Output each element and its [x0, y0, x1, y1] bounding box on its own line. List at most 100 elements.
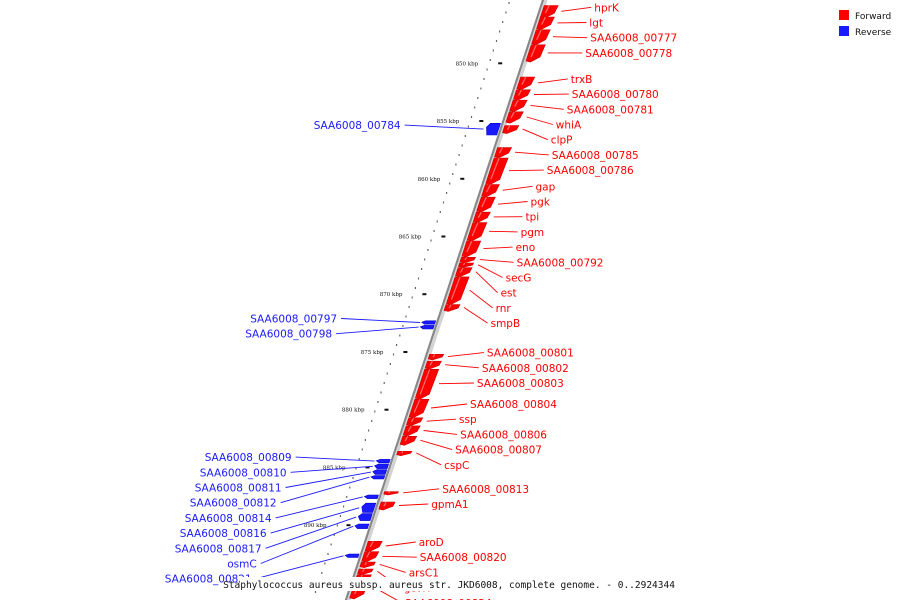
gene-feature-saa6008-00812[interactable] [370, 475, 386, 480]
gene-label-saa6008-00792[interactable]: SAA6008_00792 [517, 257, 604, 269]
gene-label-saa6008-00778[interactable]: SAA6008_00778 [585, 48, 672, 60]
gene-label-saa6008-00817[interactable]: SAA6008_00817 [175, 543, 262, 555]
gene-feature-saa6008-00807[interactable] [399, 435, 418, 446]
gene-feature-saa6008-00810[interactable] [374, 463, 390, 469]
gene-feature-arsc1[interactable] [359, 561, 376, 569]
gene-feature-trxb[interactable] [516, 76, 536, 91]
gene-label-smpb[interactable]: smpB [491, 318, 521, 330]
gene-feature-saa6008-00785[interactable] [494, 147, 513, 159]
legend-reverse-swatch [839, 26, 849, 36]
gene-label-saa6008-00821[interactable]: SAA6008_00821 [165, 574, 252, 586]
gene-highlight [448, 304, 452, 309]
gene-feature-cspc[interactable] [396, 450, 413, 457]
gene-feature-saa6008-00802[interactable] [424, 360, 442, 370]
gene-label-tpi[interactable]: tpi [526, 212, 540, 224]
gene-label-saa6008-00816[interactable]: SAA6008_00816 [180, 528, 267, 540]
gene-label-saa6008-00804[interactable]: SAA6008_00804 [470, 399, 557, 411]
gene-feature-eno[interactable] [461, 240, 482, 258]
strand-guide-dot [480, 87, 482, 90]
gene-feature-saa6008-00813[interactable] [383, 491, 399, 496]
gene-feature-ssp[interactable] [406, 417, 424, 427]
gene-label-trxb[interactable]: trxB [571, 74, 593, 86]
gene-label-saa6008-00803[interactable]: SAA6008_00803 [477, 378, 564, 390]
gene-feature-saa6008-00821[interactable] [344, 553, 360, 558]
gene-label-saa6008-00824[interactable]: SAA6008_00824 [405, 598, 492, 600]
gene-feature-saa6008-00820[interactable] [361, 551, 380, 563]
gene-label-est[interactable]: est [501, 288, 517, 300]
gene-feature-osmc[interactable] [354, 523, 370, 529]
gene-feature-arod[interactable] [364, 540, 383, 552]
gene-label-saa6008-00811[interactable]: SAA6008_00811 [195, 483, 282, 495]
gene-label-secg[interactable]: secG [506, 273, 532, 285]
gene-label-saa6008-00801[interactable]: SAA6008_00801 [487, 348, 574, 360]
gene-feature-saa6008-00814[interactable] [363, 494, 379, 499]
gene-feature-tpi[interactable] [472, 211, 491, 223]
gene-feature-saa6008-00798[interactable] [419, 325, 435, 330]
gene-feature-pgm[interactable] [466, 222, 488, 242]
gene-feature-pgk[interactable] [476, 196, 496, 213]
gene-label-hprk[interactable]: hprK [594, 2, 620, 14]
gene-feature-saa6008-00809[interactable] [375, 459, 391, 464]
gene-feature-whia[interactable] [505, 111, 524, 124]
gene-label-saa6008-00798[interactable]: SAA6008_00798 [245, 329, 332, 341]
tick-label: 855 kbp [437, 119, 460, 125]
gene-label-saa6008-00777[interactable]: SAA6008_00777 [590, 33, 677, 45]
gene-label-whia[interactable]: whiA [556, 120, 582, 132]
gene-label-saa6008-00780[interactable]: SAA6008_00780 [572, 89, 659, 101]
gene-feature-est[interactable] [455, 267, 473, 278]
gene-feature-clpp[interactable] [502, 125, 520, 134]
gene-feature-saa6008-00804[interactable] [408, 398, 430, 418]
gene-label-gap[interactable]: gap [536, 181, 556, 193]
gene-feature-saa6008-00816[interactable] [361, 502, 377, 513]
gene-feature-saa6008-00780[interactable] [513, 89, 532, 101]
gene-label-pgk[interactable]: pgk [531, 197, 551, 209]
strand-guide-dot [461, 144, 463, 147]
gene-label-saa6008-00810[interactable]: SAA6008_00810 [200, 467, 287, 479]
gene-label-saa6008-00797[interactable]: SAA6008_00797 [250, 314, 337, 326]
gene-label-ssp[interactable]: ssp [459, 414, 477, 426]
gene-feature-lgt[interactable] [536, 16, 555, 30]
gene-label-cspc[interactable]: cspC [444, 460, 469, 472]
gene-label-saa6008-00785[interactable]: SAA6008_00785 [552, 150, 639, 162]
gene-feature-saa6008-00778[interactable] [525, 44, 546, 63]
gene-label-pgm[interactable]: pgm [521, 227, 545, 239]
strand-guide-dot [339, 515, 342, 517]
gene-feature-saa6008-00792[interactable] [459, 256, 477, 264]
gene-label-clpp[interactable]: clpP [551, 135, 573, 147]
gene-label-gpma1[interactable]: gpmA1 [431, 499, 468, 511]
gene-label-saa6008-00814[interactable]: SAA6008_00814 [185, 513, 272, 525]
gene-feature-gpma1[interactable] [378, 501, 396, 511]
gene-feature-gap[interactable] [481, 184, 500, 198]
gene-feature-saa6008-00801[interactable] [427, 353, 445, 361]
gene-label-saa6008-00806[interactable]: SAA6008_00806 [460, 429, 547, 441]
gene-feature-gcvh[interactable] [357, 568, 374, 576]
gene-label-saa6008-00786[interactable]: SAA6008_00786 [547, 165, 634, 177]
gene-label-saa6008-00784[interactable]: SAA6008_00784 [314, 120, 401, 132]
gene-label-saa6008-00781[interactable]: SAA6008_00781 [567, 104, 654, 116]
gene-label-arsc1[interactable]: arsC1 [409, 567, 439, 579]
gene-label-rnr[interactable]: rnr [496, 303, 512, 315]
gene-feature-saa6008-00797[interactable] [421, 320, 437, 325]
gene-feature-saa6008-00784[interactable] [486, 123, 501, 136]
gene-feature-saa6008-00817[interactable] [357, 513, 373, 521]
gene-highlight [462, 262, 466, 266]
gene-label-saa6008-00809[interactable]: SAA6008_00809 [205, 452, 292, 464]
gene-label-osmc[interactable]: osmC [227, 559, 256, 571]
gene-label-saa6008-00820[interactable]: SAA6008_00820 [420, 552, 507, 564]
gene-feature-secg[interactable] [458, 262, 475, 268]
label-leader-saa6008-00797 [341, 318, 421, 323]
gene-feature-hprk[interactable] [540, 5, 559, 19]
gene-label-eno[interactable]: eno [516, 242, 536, 254]
gene-highlight [498, 147, 504, 154]
gene-label-saa6008-00812[interactable]: SAA6008_00812 [190, 498, 277, 510]
gene-label-lgt[interactable]: lgt [589, 18, 603, 30]
gene-feature-saa6008-00781[interactable] [509, 99, 528, 112]
gene-label-saa6008-00802[interactable]: SAA6008_00802 [482, 363, 569, 375]
gene-feature-saa6008-00806[interactable] [402, 425, 421, 437]
gene-feature-smpb[interactable] [443, 304, 461, 312]
gene-label-saa6008-00807[interactable]: SAA6008_00807 [455, 445, 542, 457]
gene-feature-saa6008-00811[interactable] [372, 469, 388, 475]
gene-feature-saa6008-00777[interactable] [531, 29, 551, 46]
gene-label-arod[interactable]: aroD [419, 537, 444, 549]
gene-label-saa6008-00813[interactable]: SAA6008_00813 [442, 484, 529, 496]
